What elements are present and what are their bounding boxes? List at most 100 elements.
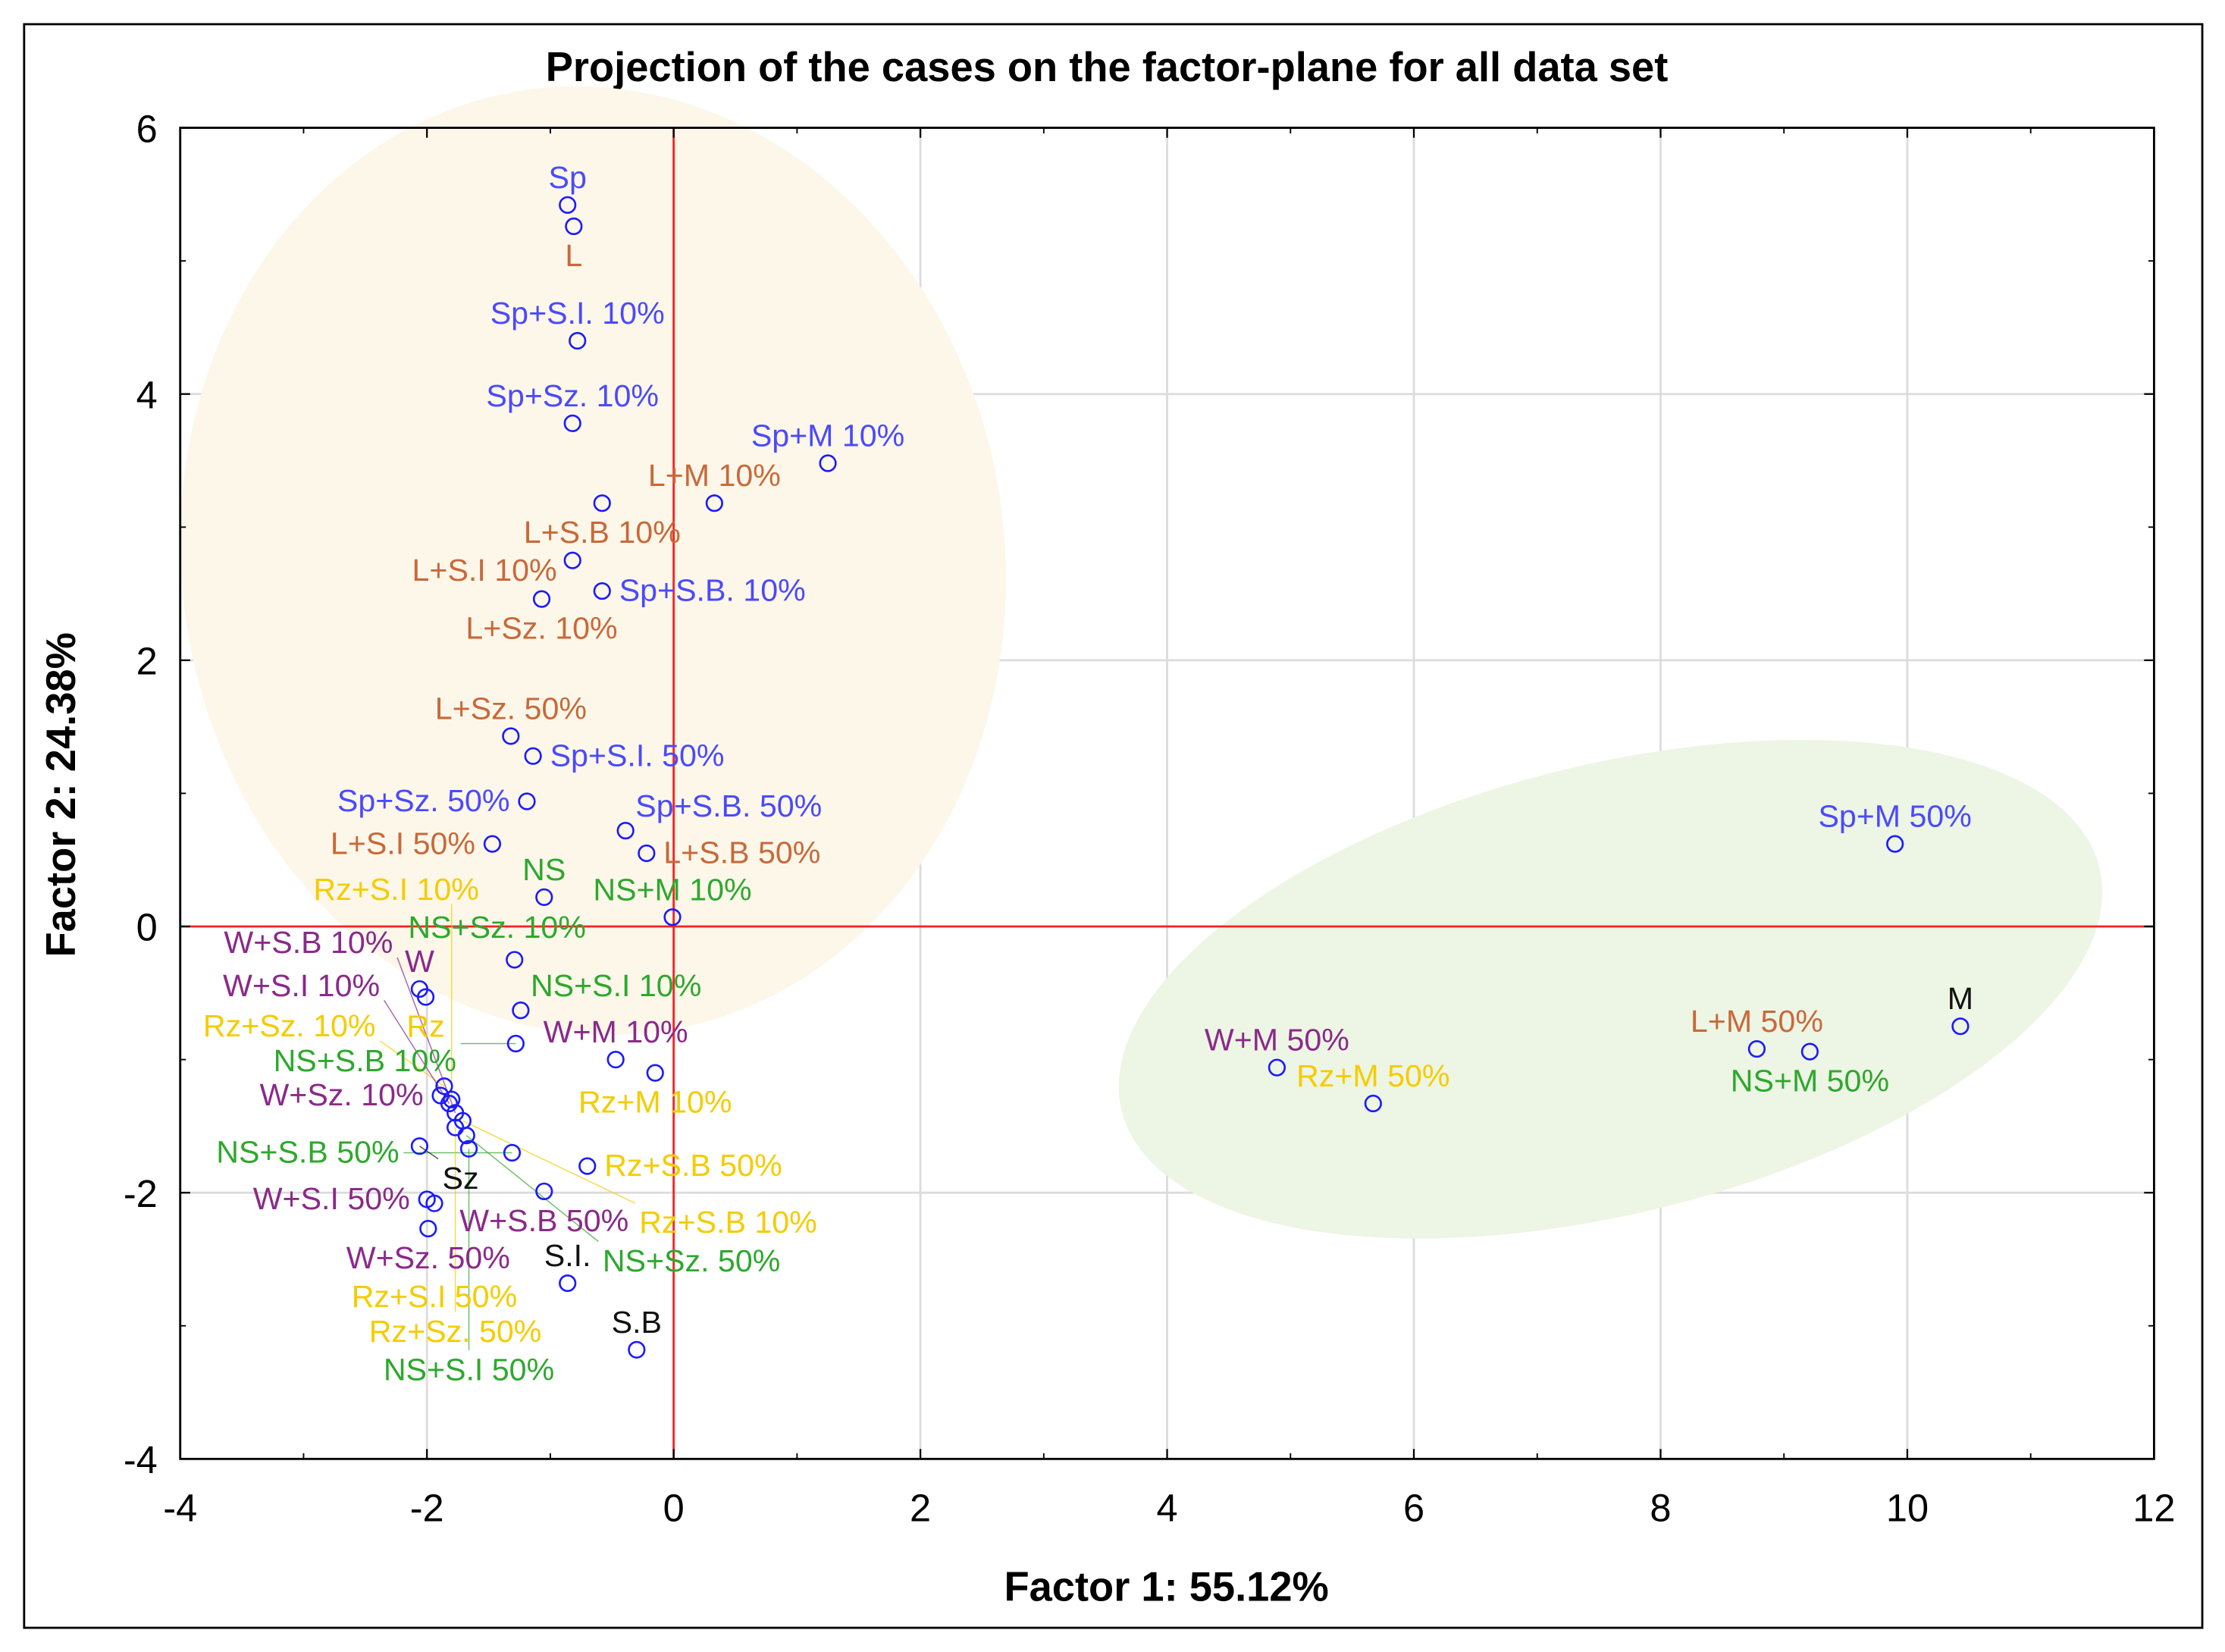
data-label: W+S.I 10% bbox=[223, 968, 380, 1003]
x-axis-label: Factor 1: 55.12% bbox=[1004, 1564, 1328, 1610]
axis-ticks: -4 -2 0 2 4 6 8 10 12 -4 -2 0 2 4 6 bbox=[124, 107, 2176, 1529]
data-point bbox=[638, 844, 656, 863]
data-label: NS+S.B 50% bbox=[216, 1135, 399, 1170]
label-leader-line bbox=[396, 957, 456, 1114]
y-tick-label: 6 bbox=[136, 107, 158, 150]
x-tick-label: 12 bbox=[2133, 1487, 2175, 1530]
cluster-ellipse-right bbox=[1118, 739, 2103, 1239]
data-point bbox=[535, 888, 553, 907]
data-point bbox=[419, 1219, 437, 1238]
data-label: NS+S.I 10% bbox=[531, 968, 701, 1003]
y-axis-label: Factor 2: 24.38% bbox=[38, 632, 84, 957]
data-point bbox=[506, 951, 524, 969]
x-tick-label: -2 bbox=[410, 1487, 444, 1530]
data-label: Rz+M 10% bbox=[578, 1085, 732, 1120]
data-point bbox=[502, 727, 520, 745]
data-point bbox=[559, 1274, 577, 1293]
data-point bbox=[563, 551, 581, 569]
label-leader-line bbox=[465, 1135, 599, 1243]
data-point bbox=[518, 792, 536, 810]
y-tick-label: 0 bbox=[136, 906, 158, 949]
data-label: Rz+S.I 10% bbox=[313, 872, 478, 907]
data-point bbox=[1800, 1042, 1819, 1061]
data-point bbox=[1268, 1058, 1286, 1077]
y-tick-label: -4 bbox=[124, 1438, 158, 1481]
data-point bbox=[443, 1090, 461, 1108]
data-label: L+Sz. 50% bbox=[435, 691, 587, 726]
x-tick-label: 6 bbox=[1403, 1487, 1424, 1530]
data-label: NS+M 10% bbox=[593, 872, 751, 907]
data-point bbox=[532, 590, 551, 608]
data-label: Sp+S.B. 10% bbox=[619, 573, 806, 608]
y-tick-label: 2 bbox=[136, 640, 158, 683]
data-label: L+S.I 50% bbox=[331, 826, 475, 860]
cluster-ellipse-left bbox=[180, 86, 1006, 1036]
data-label: L+S.B 10% bbox=[524, 515, 681, 550]
data-point bbox=[606, 1050, 625, 1069]
data-point bbox=[569, 331, 587, 350]
data-label: Rz+M 50% bbox=[1296, 1058, 1449, 1093]
data-label: W+Sz. 50% bbox=[346, 1240, 510, 1275]
data-label: W+Sz. 10% bbox=[259, 1077, 423, 1112]
data-point bbox=[425, 1194, 443, 1212]
data-point bbox=[524, 747, 542, 765]
data-point bbox=[705, 494, 723, 513]
data-label: NS+M 50% bbox=[1731, 1063, 1889, 1098]
data-point bbox=[512, 1002, 530, 1020]
data-point bbox=[578, 1157, 597, 1175]
data-label: NS+Sz. 50% bbox=[603, 1243, 780, 1278]
data-point bbox=[1886, 835, 1904, 853]
data-label: L+M 10% bbox=[648, 458, 781, 493]
data-labels: Sp+M 10% L+M 10% S.I. S.B W+M 50%Rz+M 50% Sp+… bbox=[203, 160, 1973, 1387]
data-label: Sp+S.I. 10% bbox=[490, 296, 665, 331]
data-points bbox=[410, 196, 1970, 1359]
data-point bbox=[1951, 1017, 1970, 1036]
data-label: Rz bbox=[406, 1008, 444, 1043]
data-label: Sp+M 50% bbox=[1818, 799, 1971, 834]
data-label: Sp+Sz. 10% bbox=[486, 378, 659, 413]
reference-lines bbox=[180, 127, 2154, 1459]
data-label: L+S.I 10% bbox=[412, 553, 557, 588]
data-point bbox=[593, 494, 611, 513]
data-label: Sp+S.B. 50% bbox=[635, 788, 822, 823]
x-tick-label: 10 bbox=[1886, 1487, 1929, 1530]
data-label: W+S.I 50% bbox=[253, 1181, 410, 1216]
data-point bbox=[506, 1034, 525, 1053]
data-label: Sz bbox=[443, 1161, 479, 1196]
data-point bbox=[616, 822, 635, 840]
data-label: S.I. bbox=[544, 1238, 591, 1273]
data-point bbox=[459, 1139, 478, 1158]
data-label: Sp+Sz. 50% bbox=[337, 783, 510, 818]
data-label: Sp bbox=[549, 160, 587, 195]
label-leader-line bbox=[384, 999, 450, 1104]
data-point bbox=[565, 217, 583, 236]
x-tick-label: 4 bbox=[1157, 1487, 1178, 1530]
data-label: NS+S.B 10% bbox=[274, 1043, 456, 1078]
data-label: L bbox=[565, 238, 582, 273]
x-tick-label: 0 bbox=[663, 1487, 685, 1530]
data-point bbox=[535, 1182, 553, 1201]
data-label: W bbox=[405, 944, 434, 979]
data-label: NS+Sz. 10% bbox=[408, 910, 585, 945]
data-label: L+S.B 50% bbox=[663, 835, 820, 870]
data-label: S.B bbox=[612, 1305, 662, 1340]
data-point bbox=[819, 454, 837, 472]
data-label: L+Sz. 10% bbox=[465, 611, 617, 646]
data-label: M bbox=[1948, 981, 1973, 1016]
data-point bbox=[593, 581, 611, 600]
data-label: W+M 10% bbox=[544, 1014, 688, 1049]
data-point bbox=[559, 196, 577, 215]
chart-title: Projection of the cases on the factor-pl… bbox=[546, 44, 1669, 90]
data-label: W+S.B 50% bbox=[459, 1203, 628, 1238]
data-point bbox=[646, 1064, 664, 1082]
data-label: W+S.B 10% bbox=[224, 925, 393, 960]
y-tick-label: -2 bbox=[124, 1172, 158, 1215]
data-label: Rz+S.B 50% bbox=[604, 1148, 782, 1183]
data-label: L+M 50% bbox=[1691, 1004, 1823, 1039]
data-point bbox=[435, 1077, 453, 1096]
label-leader-lines bbox=[379, 904, 635, 1351]
data-point bbox=[628, 1340, 646, 1359]
data-label: Rz+S.B 10% bbox=[639, 1205, 816, 1240]
